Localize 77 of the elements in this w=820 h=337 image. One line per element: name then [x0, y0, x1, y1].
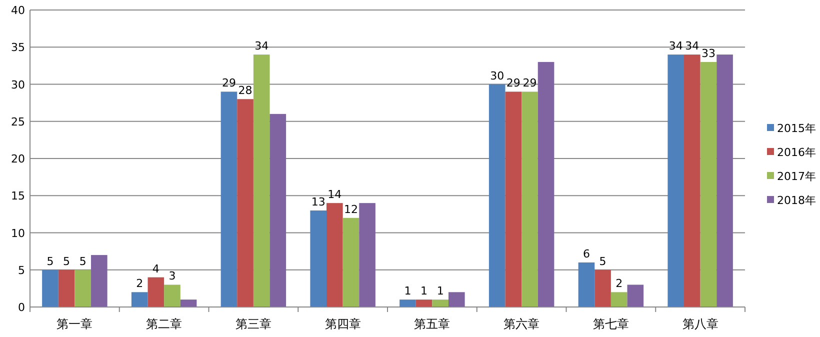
bar [432, 300, 448, 307]
y-tick-label: 20 [11, 152, 25, 166]
data-label: 2 [616, 277, 623, 290]
bar [416, 300, 432, 307]
bar [505, 92, 522, 307]
data-label: 5 [599, 254, 606, 268]
bar [310, 210, 326, 307]
x-tick-label: 第四章 [324, 317, 361, 331]
bar [74, 270, 91, 307]
data-label: 28 [238, 84, 252, 98]
data-label: 5 [46, 254, 54, 268]
data-label: 34 [685, 40, 700, 53]
data-label: 13 [311, 195, 326, 208]
data-label: 29 [522, 76, 537, 90]
bar [610, 292, 628, 307]
bar [668, 54, 684, 307]
bar [148, 277, 164, 307]
data-label: 34 [668, 40, 683, 53]
y-tick-label: 30 [11, 78, 25, 92]
legend-label: 2017年 [777, 170, 816, 183]
bar [594, 270, 611, 307]
x-tick-label: 第三章 [235, 317, 272, 331]
data-label: 2 [136, 277, 144, 290]
x-tick-label: 第六章 [504, 317, 540, 331]
y-tick-label: 25 [11, 115, 25, 128]
bar [58, 270, 75, 307]
data-label: 1 [404, 284, 412, 298]
y-tick-label: 40 [11, 4, 25, 17]
bar [237, 99, 254, 307]
legend-label: 2016年 [777, 146, 816, 159]
bar [578, 262, 595, 307]
legend-label: 2015年 [777, 122, 816, 135]
bar [700, 62, 717, 307]
bar [253, 54, 270, 307]
bar [684, 54, 700, 307]
x-tick-label: 第八章 [682, 317, 718, 331]
bar [42, 270, 58, 307]
bar [326, 203, 343, 307]
data-label: 12 [344, 202, 358, 216]
bar [522, 92, 538, 307]
x-tick-label: 第一章 [56, 317, 93, 331]
y-tick-label: 15 [11, 190, 25, 203]
bar [270, 114, 286, 307]
data-label: 30 [490, 69, 504, 82]
bar [91, 255, 108, 307]
bar [220, 92, 238, 307]
bar [627, 284, 644, 307]
bar [164, 284, 180, 307]
x-tick-label: 第五章 [414, 317, 450, 331]
data-label: 6 [582, 247, 590, 260]
legend-label: 2018年 [777, 194, 816, 207]
data-label: 14 [328, 188, 342, 202]
x-tick-label: 第七章 [592, 317, 629, 331]
bar [716, 54, 733, 307]
x-tick-label: 第二章 [146, 317, 182, 331]
bar [400, 300, 416, 307]
bar [488, 84, 506, 307]
data-label: 4 [152, 262, 160, 276]
y-tick-label: 0 [18, 301, 25, 314]
data-label: 1 [420, 284, 428, 298]
y-tick-label: 5 [18, 264, 25, 277]
data-label: 5 [63, 254, 70, 268]
data-label: 34 [254, 40, 269, 53]
data-label: 5 [79, 254, 86, 268]
y-tick-label: 35 [11, 41, 25, 54]
data-label: 33 [701, 46, 716, 60]
data-label: 3 [168, 270, 176, 283]
data-label: 29 [222, 76, 236, 90]
bar [538, 62, 554, 307]
bar [180, 300, 197, 307]
bar [448, 292, 465, 307]
y-tick-label: 10 [11, 226, 25, 240]
bar [359, 203, 376, 307]
bar [131, 292, 148, 307]
bar [342, 218, 360, 307]
data-label: 1 [436, 284, 444, 298]
data-label: 29 [506, 76, 520, 90]
